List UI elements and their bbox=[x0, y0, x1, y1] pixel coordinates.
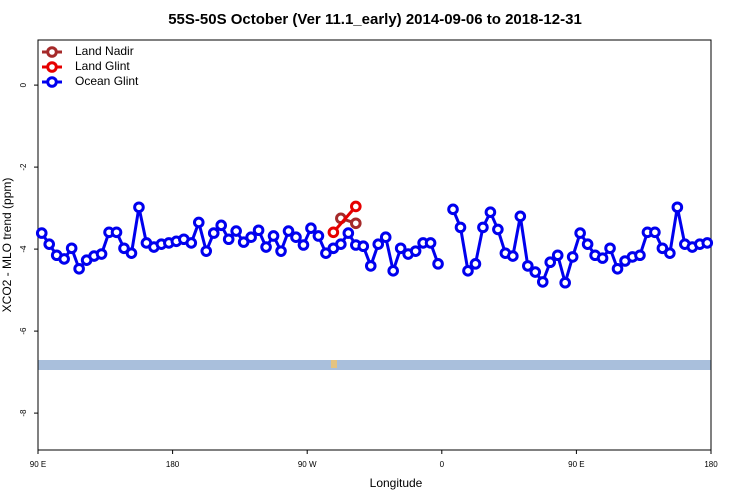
point bbox=[58, 253, 70, 265]
point bbox=[492, 223, 504, 236]
point bbox=[267, 230, 280, 242]
point bbox=[521, 260, 534, 272]
y-tick-label: -4 bbox=[19, 245, 28, 253]
point bbox=[671, 201, 684, 214]
legend-label: Land Glint bbox=[75, 59, 130, 73]
point bbox=[536, 276, 549, 288]
point bbox=[118, 242, 130, 255]
point bbox=[462, 265, 474, 277]
point bbox=[327, 226, 340, 239]
point bbox=[507, 250, 519, 262]
legend-label: Land Nadir bbox=[75, 44, 134, 58]
point bbox=[357, 240, 370, 253]
point bbox=[379, 231, 392, 244]
point bbox=[245, 231, 257, 244]
point bbox=[514, 210, 527, 223]
x-tick-label: 180 bbox=[166, 460, 180, 469]
point bbox=[447, 203, 459, 216]
point bbox=[529, 266, 542, 278]
point bbox=[260, 241, 272, 253]
point bbox=[701, 237, 714, 249]
point bbox=[312, 230, 325, 242]
point bbox=[454, 221, 467, 234]
point bbox=[409, 245, 422, 257]
point bbox=[394, 242, 407, 255]
point bbox=[634, 249, 646, 262]
y-axis-label: XCO2 - MLO trend (ppm) bbox=[0, 178, 14, 313]
point bbox=[387, 265, 399, 277]
point bbox=[125, 247, 138, 259]
legend-marker bbox=[46, 46, 58, 58]
y-tick-label: -6 bbox=[19, 327, 28, 335]
point bbox=[649, 226, 661, 239]
point bbox=[604, 242, 616, 255]
y-tick-label: -8 bbox=[19, 409, 28, 417]
point bbox=[342, 227, 355, 239]
point bbox=[656, 242, 669, 255]
chart-title: 55S-50S October (Ver 11.1_early) 2014-09… bbox=[168, 11, 582, 28]
point bbox=[350, 217, 362, 230]
x-tick-label: 0 bbox=[440, 460, 445, 469]
point bbox=[551, 249, 564, 262]
point bbox=[35, 227, 48, 239]
point bbox=[282, 225, 295, 237]
legend-marker bbox=[46, 61, 58, 73]
point bbox=[43, 238, 56, 250]
point bbox=[290, 231, 302, 244]
x-tick-label: 180 bbox=[704, 460, 718, 469]
point bbox=[192, 216, 205, 229]
point bbox=[297, 239, 310, 251]
point bbox=[215, 219, 228, 232]
legend-label: Ocean Glint bbox=[75, 74, 139, 88]
point bbox=[320, 247, 332, 259]
land-patch bbox=[331, 360, 337, 368]
point bbox=[477, 221, 489, 234]
point bbox=[544, 256, 557, 269]
x-tick-label: 90 W bbox=[298, 460, 317, 469]
point bbox=[581, 238, 594, 250]
point bbox=[484, 206, 497, 218]
point bbox=[65, 242, 78, 255]
map-strip bbox=[38, 360, 711, 370]
point bbox=[185, 237, 198, 249]
x-tick-label: 90 E bbox=[568, 460, 584, 469]
x-tick-label: 90 E bbox=[30, 460, 46, 469]
point bbox=[73, 262, 85, 275]
point bbox=[566, 251, 579, 263]
point bbox=[275, 245, 287, 257]
point bbox=[664, 247, 676, 259]
point bbox=[364, 260, 377, 272]
point bbox=[424, 237, 437, 249]
point bbox=[335, 238, 347, 250]
point bbox=[200, 245, 213, 257]
point bbox=[596, 252, 609, 264]
legend-marker bbox=[46, 76, 58, 88]
point bbox=[611, 262, 624, 275]
point bbox=[252, 224, 265, 237]
point bbox=[133, 201, 145, 214]
y-tick-label: 0 bbox=[19, 82, 28, 87]
x-axis-label: Longitude bbox=[370, 476, 423, 490]
point bbox=[350, 200, 362, 213]
point bbox=[230, 225, 242, 237]
point bbox=[237, 236, 250, 248]
point bbox=[110, 226, 123, 239]
point bbox=[574, 227, 586, 239]
point bbox=[372, 238, 385, 250]
point bbox=[207, 227, 220, 239]
point bbox=[559, 276, 571, 289]
point bbox=[222, 233, 235, 246]
point bbox=[305, 222, 317, 234]
y-tick-label: -2 bbox=[19, 163, 28, 171]
point bbox=[432, 258, 444, 270]
point bbox=[469, 258, 482, 270]
point bbox=[95, 248, 108, 260]
